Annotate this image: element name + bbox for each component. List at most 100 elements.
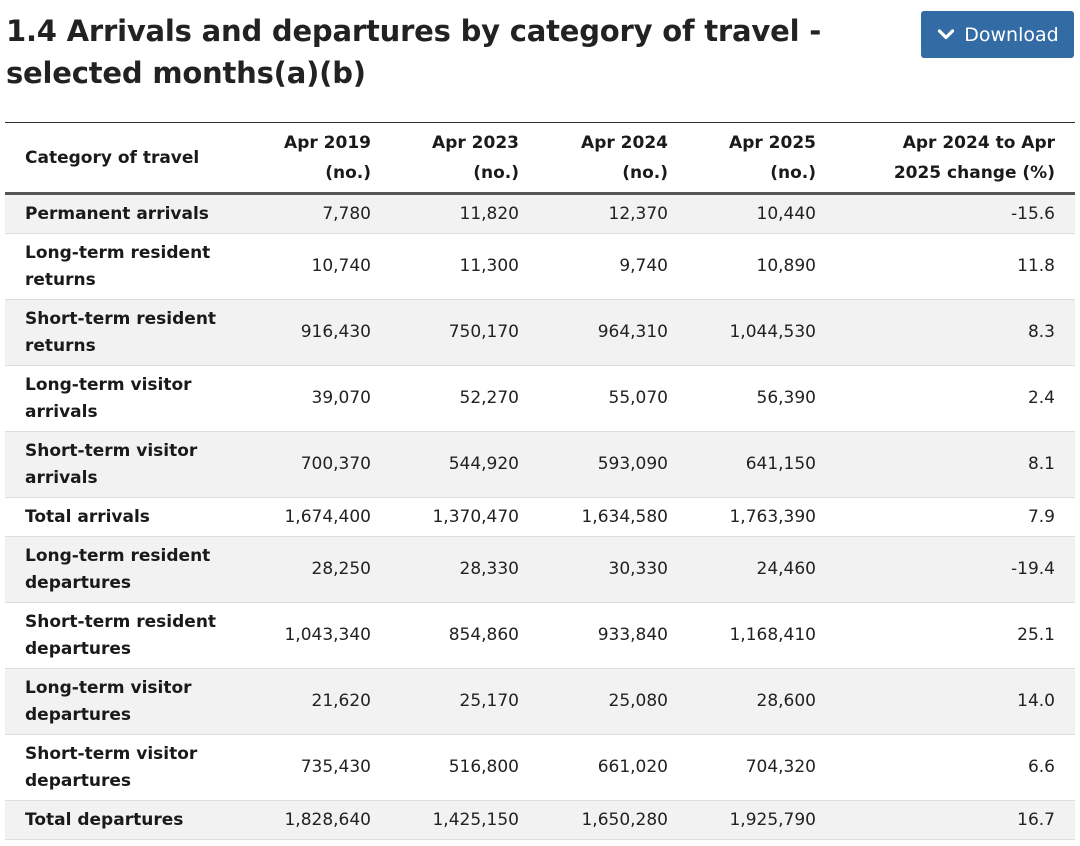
table-cell: 1,168,410 bbox=[688, 602, 836, 669]
table-row: Long-term resident returns 10,740 11,300 9,7… bbox=[5, 233, 1075, 300]
table-cell: 7,780 bbox=[242, 193, 391, 234]
table-cell: 8.1 bbox=[836, 431, 1075, 498]
table-cell: 1,425,150 bbox=[391, 800, 539, 840]
column-header-text: Category of travel bbox=[25, 147, 200, 168]
row-category: Long-term resident departures bbox=[5, 536, 242, 603]
table-row: Short-term resident returns 916,430 750,170… bbox=[5, 299, 1075, 366]
row-category: Long-term resident returns bbox=[5, 233, 242, 300]
table-cell: 16.7 bbox=[836, 800, 1075, 840]
column-header-text: Apr 2023 bbox=[432, 132, 519, 153]
table-cell: 2.4 bbox=[836, 365, 1075, 432]
table-cell: 516,800 bbox=[391, 734, 539, 801]
table-cell: 700,370 bbox=[242, 431, 391, 498]
table-cell: 661,020 bbox=[539, 734, 688, 801]
row-category-text: Total departures bbox=[25, 809, 184, 830]
chevron-down-icon bbox=[936, 25, 956, 45]
table-cell: 6.6 bbox=[836, 734, 1075, 801]
data-table: Category of travel Apr 2019 (no.) Apr 2023 (… bbox=[5, 122, 1075, 840]
table-row: Total arrivals 1,674,400 1,370,470 1,634,58… bbox=[5, 497, 1075, 537]
table-cell: 544,920 bbox=[391, 431, 539, 498]
row-category-text: Short-term visitor bbox=[25, 743, 198, 764]
row-category-text: Long-term visitor bbox=[25, 677, 192, 698]
row-category-text: arrivals bbox=[25, 401, 98, 422]
table-row: Short-term resident departures 1,043,340 85… bbox=[5, 602, 1075, 669]
table-row: Long-term resident departures 28,250 28,330… bbox=[5, 536, 1075, 603]
table-cell: 1,674,400 bbox=[242, 497, 391, 537]
table-cell: 641,150 bbox=[688, 431, 836, 498]
row-category-text: Short-term resident bbox=[25, 611, 217, 632]
column-header-text: Apr 2024 to Apr bbox=[902, 132, 1055, 153]
row-category-text: Long-term resident bbox=[25, 242, 211, 263]
row-category-text: departures bbox=[25, 638, 131, 659]
table-cell: 25,080 bbox=[539, 668, 688, 735]
table-cell: 1,650,280 bbox=[539, 800, 688, 840]
table-cell: 28,330 bbox=[391, 536, 539, 603]
table-cell: 24,460 bbox=[688, 536, 836, 603]
table-cell: 7.9 bbox=[836, 497, 1075, 537]
download-button[interactable]: Download bbox=[921, 11, 1074, 58]
table-row: Total departures 1,828,640 1,425,150 1,650,… bbox=[5, 800, 1075, 840]
row-category-text: departures bbox=[25, 704, 131, 725]
row-category: Short-term resident departures bbox=[5, 602, 242, 669]
column-header-text: (no.) bbox=[770, 162, 816, 183]
row-category-text: departures bbox=[25, 572, 131, 593]
row-category-text: Total arrivals bbox=[25, 506, 150, 527]
column-header-3: Apr 2024 (no.) bbox=[539, 122, 688, 195]
table-cell: 55,070 bbox=[539, 365, 688, 432]
table-cell: 1,370,470 bbox=[391, 497, 539, 537]
row-category: Short-term visitor arrivals bbox=[5, 431, 242, 498]
table-cell: 735,430 bbox=[242, 734, 391, 801]
column-header-text: Apr 2019 bbox=[284, 132, 371, 153]
table-row: Short-term visitor arrivals 700,370 544,920… bbox=[5, 431, 1075, 498]
table-cell: 28,250 bbox=[242, 536, 391, 603]
table-row: Short-term visitor departures 735,430 516,8… bbox=[5, 734, 1075, 801]
table-cell: 1,043,340 bbox=[242, 602, 391, 669]
row-category: Total arrivals bbox=[5, 497, 242, 537]
table-cell: 11,300 bbox=[391, 233, 539, 300]
table-cell: 10,890 bbox=[688, 233, 836, 300]
table-row: Long-term visitor arrivals 39,070 52,270 55,… bbox=[5, 365, 1075, 432]
table-cell: 1,763,390 bbox=[688, 497, 836, 537]
row-category: Permanent arrivals bbox=[5, 193, 242, 234]
row-category: Short-term resident returns bbox=[5, 299, 242, 366]
table-cell: 854,860 bbox=[391, 602, 539, 669]
table-cell: 750,170 bbox=[391, 299, 539, 366]
table-cell: 11.8 bbox=[836, 233, 1075, 300]
table-row: Permanent arrivals 7,780 11,820 12,370 10,44… bbox=[5, 193, 1075, 234]
table-cell: 10,740 bbox=[242, 233, 391, 300]
table-cell: 1,828,640 bbox=[242, 800, 391, 840]
table-cell: 11,820 bbox=[391, 193, 539, 234]
table-cell: 964,310 bbox=[539, 299, 688, 366]
column-header-2: Apr 2023 (no.) bbox=[391, 122, 539, 195]
row-category: Long-term visitor arrivals bbox=[5, 365, 242, 432]
row-category-text: Short-term visitor bbox=[25, 440, 198, 461]
table-cell: 39,070 bbox=[242, 365, 391, 432]
row-category: Short-term visitor departures bbox=[5, 734, 242, 801]
column-header-text: (no.) bbox=[622, 162, 668, 183]
column-header-text: (no.) bbox=[325, 162, 371, 183]
row-category-text: Short-term resident bbox=[25, 308, 217, 329]
table-cell: 916,430 bbox=[242, 299, 391, 366]
table-cell: 10,440 bbox=[688, 193, 836, 234]
table-cell: -19.4 bbox=[836, 536, 1075, 603]
column-header-4: Apr 2025 (no.) bbox=[688, 122, 836, 195]
table-cell: 933,840 bbox=[539, 602, 688, 669]
table-cell: 704,320 bbox=[688, 734, 836, 801]
row-category-text: departures bbox=[25, 770, 131, 791]
table-cell: -15.6 bbox=[836, 193, 1075, 234]
table-cell: 25.1 bbox=[836, 602, 1075, 669]
table-cell: 593,090 bbox=[539, 431, 688, 498]
row-category-text: Permanent arrivals bbox=[25, 203, 209, 224]
column-header-category: Category of travel bbox=[5, 122, 242, 195]
column-header-1: Apr 2019 (no.) bbox=[242, 122, 391, 195]
row-category-text: Long-term visitor bbox=[25, 374, 192, 395]
table-cell: 8.3 bbox=[836, 299, 1075, 366]
table-cell: 14.0 bbox=[836, 668, 1075, 735]
table-cell: 25,170 bbox=[391, 668, 539, 735]
table-cell: 9,740 bbox=[539, 233, 688, 300]
table-cell: 30,330 bbox=[539, 536, 688, 603]
table-cell: 52,270 bbox=[391, 365, 539, 432]
download-label: Download bbox=[964, 23, 1059, 46]
column-header-text: 2025 change (%) bbox=[893, 162, 1055, 183]
table-header-row: Category of travel Apr 2019 (no.) Apr 2023 (… bbox=[5, 122, 1075, 195]
